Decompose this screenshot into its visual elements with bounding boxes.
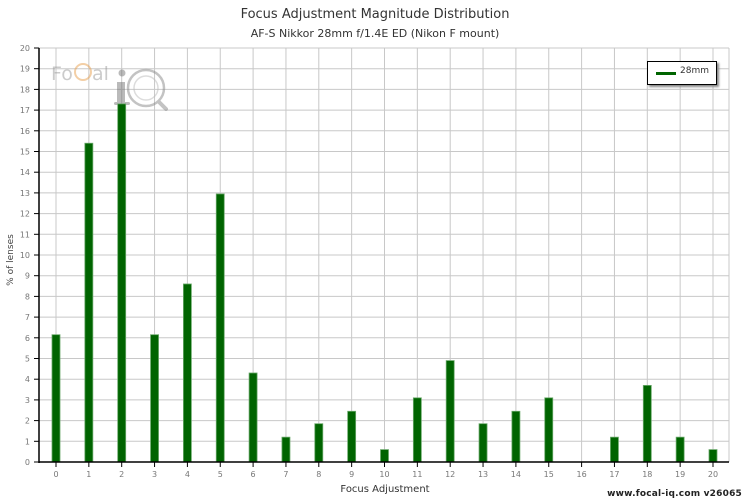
y-tick-label: 10 xyxy=(20,251,30,260)
x-tick-label: 2 xyxy=(119,470,124,479)
chart-title: Focus Adjustment Magnitude Distribution xyxy=(240,7,510,22)
bar-18 xyxy=(642,385,652,463)
bar-19 xyxy=(675,436,685,463)
y-tick-label: 7 xyxy=(25,313,30,322)
x-tick-label: 1 xyxy=(86,470,91,479)
x-tick-label: 8 xyxy=(316,470,321,479)
legend-label-28mm: 28mm xyxy=(680,66,709,76)
bar-2 xyxy=(117,103,127,463)
y-tick-label: 12 xyxy=(20,210,30,219)
legend: 28mm xyxy=(647,61,717,85)
y-tick-label: 1 xyxy=(25,437,30,446)
x-tick-label: 4 xyxy=(185,470,190,479)
footer-credit: www.focal-iq.com v26065 xyxy=(607,489,742,499)
y-tick-label: 3 xyxy=(25,396,30,405)
legend-swatch xyxy=(656,72,676,75)
bar-4 xyxy=(182,283,192,463)
logo-text-al: al xyxy=(92,63,109,85)
bar-5 xyxy=(215,193,225,463)
y-tick-label: 18 xyxy=(20,85,30,94)
x-tick-label: 18 xyxy=(642,470,652,479)
logo-c-icon xyxy=(74,63,92,81)
bar-15 xyxy=(544,397,554,463)
y-tick-label: 9 xyxy=(25,272,30,281)
y-tick-label: 16 xyxy=(20,127,30,136)
magnifier-icon xyxy=(126,68,166,108)
y-tick-label: 4 xyxy=(25,375,30,384)
bar-8 xyxy=(314,423,324,463)
y-tick-label: 2 xyxy=(25,417,30,426)
bars xyxy=(51,103,718,463)
x-tick-label: 15 xyxy=(544,470,554,479)
bar-10 xyxy=(380,449,389,463)
bar-0 xyxy=(51,334,61,463)
y-tick-label: 15 xyxy=(20,148,30,157)
y-tick-label: 8 xyxy=(25,292,30,301)
x-tick-label: 12 xyxy=(445,470,455,479)
x-tick-label: 13 xyxy=(478,470,488,479)
logo-i-dot-icon xyxy=(118,69,126,77)
grid-lines xyxy=(39,47,730,462)
bar-17 xyxy=(610,436,619,463)
bar-7 xyxy=(281,436,291,463)
bar-12 xyxy=(445,360,455,463)
x-tick-label: 9 xyxy=(349,470,354,479)
x-tick-label: 20 xyxy=(708,470,718,479)
y-tick-label: 20 xyxy=(20,44,30,53)
x-tick-label: 0 xyxy=(53,470,58,479)
y-tick-label: 6 xyxy=(25,334,30,343)
bar-13 xyxy=(478,423,488,463)
bar-14 xyxy=(511,410,521,463)
bar-1 xyxy=(84,142,94,463)
bar-11 xyxy=(412,397,422,463)
x-tick-label: 3 xyxy=(152,470,157,479)
x-tick-label: 6 xyxy=(251,470,256,479)
x-tick-label: 19 xyxy=(675,470,685,479)
bar-6 xyxy=(248,372,258,463)
focal-iq-logo: Fo al xyxy=(51,63,168,111)
x-tick-label: 17 xyxy=(609,470,619,479)
bar-3 xyxy=(150,334,159,463)
y-tick-label: 5 xyxy=(25,355,30,364)
y-tick-label: 17 xyxy=(20,106,30,115)
x-tick-label: 5 xyxy=(218,470,223,479)
y-tick-label: 14 xyxy=(20,168,30,177)
x-tick-label: 16 xyxy=(577,470,587,479)
y-tick-label: 11 xyxy=(20,230,30,239)
aperture-icon xyxy=(133,75,159,101)
logo-i-stem-icon xyxy=(117,82,125,104)
bar-20 xyxy=(708,449,718,463)
x-tick-label: 14 xyxy=(511,470,521,479)
x-tick-label: 7 xyxy=(283,470,288,479)
y-axis-label: % of lenses xyxy=(6,234,16,286)
x-axis-label: Focus Adjustment xyxy=(340,484,430,495)
chart-subtitle: AF-S Nikkor 28mm f/1.4E ED (Nikon F moun… xyxy=(250,27,500,40)
logo-text-fo: Fo xyxy=(51,63,73,85)
x-tick-label: 11 xyxy=(412,470,422,479)
y-tick-label: 19 xyxy=(20,65,30,74)
y-tick-label: 0 xyxy=(25,458,30,467)
y-tick-label: 13 xyxy=(20,189,30,198)
x-tick-label: 10 xyxy=(379,470,389,479)
bar-9 xyxy=(347,410,357,463)
